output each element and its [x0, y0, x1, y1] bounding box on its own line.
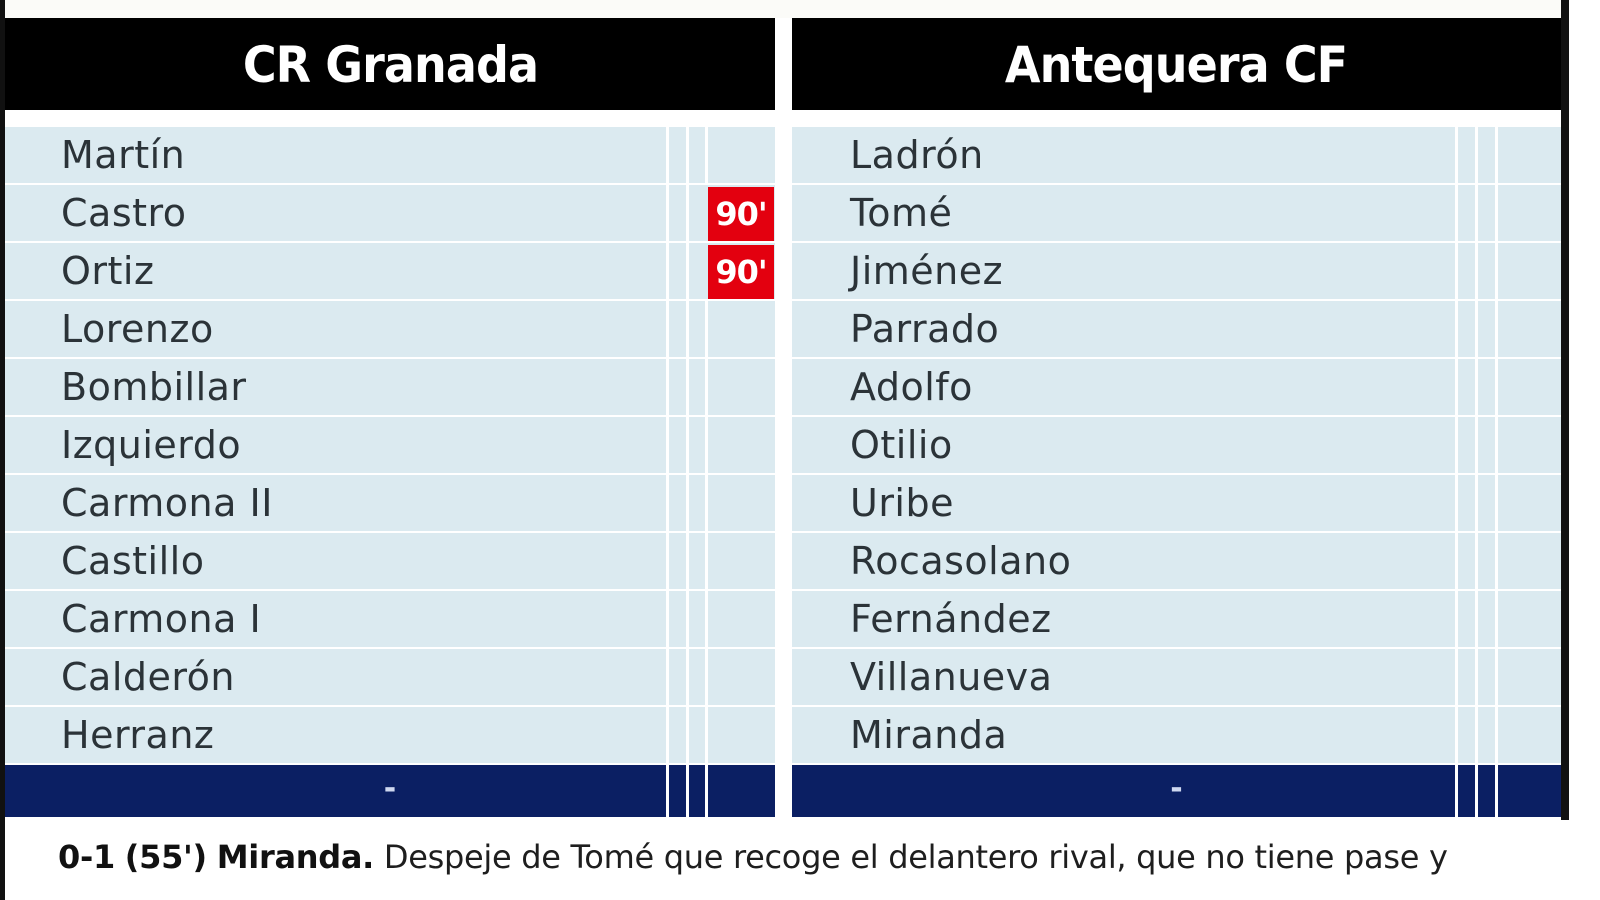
player-name: Ortiz — [61, 249, 155, 293]
player-name: Rocasolano — [850, 539, 1072, 583]
player-row: Otilio — [792, 417, 1561, 473]
goal-summary: 0-1 (55') Miranda. Despeje de Tomé que r… — [58, 838, 1558, 876]
player-name: Castillo — [61, 539, 205, 583]
home-team-lineup: CR Granada Martín Castro 90' Ortiz 90' Lor… — [5, 18, 775, 817]
player-name: Izquierdo — [61, 423, 242, 467]
player-name: Carmona II — [61, 481, 273, 525]
player-row: Carmona II — [5, 475, 775, 531]
player-row: Calderón — [5, 649, 775, 705]
player-row: Rocasolano — [792, 533, 1561, 589]
player-row: Miranda — [792, 707, 1561, 763]
player-row: Castro 90' — [5, 185, 775, 241]
player-row: Bombillar — [5, 359, 775, 415]
away-team-lineup: Antequera CF Ladrón Tomé Jiménez Parrado… — [792, 18, 1561, 817]
goal-scorer: Miranda. — [216, 838, 375, 876]
away-footer-value: - — [1170, 771, 1183, 806]
player-row: Castillo — [5, 533, 775, 589]
home-footer-value: - — [383, 771, 397, 806]
player-name: Tomé — [850, 191, 953, 235]
away-footer-bar: - — [792, 765, 1561, 817]
player-row: Izquierdo — [5, 417, 775, 473]
player-row: Tomé — [792, 185, 1561, 241]
player-name: Villanueva — [850, 655, 1053, 699]
player-row: Jiménez — [792, 243, 1561, 299]
player-row: Carmona I — [5, 591, 775, 647]
player-name: Martín — [61, 133, 186, 177]
right-border — [1561, 0, 1569, 820]
player-name: Uribe — [850, 481, 954, 525]
player-row: Uribe — [792, 475, 1561, 531]
away-team-header: Antequera CF — [792, 18, 1561, 110]
home-team-header: CR Granada — [5, 18, 775, 110]
player-name: Ladrón — [850, 133, 984, 177]
player-row: Ortiz 90' — [5, 243, 775, 299]
home-team-name: CR Granada — [242, 36, 538, 94]
player-name: Bombillar — [61, 365, 247, 409]
player-name: Parrado — [850, 307, 1000, 351]
player-name: Adolfo — [850, 365, 973, 409]
home-footer-bar: - — [5, 765, 775, 817]
player-name: Miranda — [850, 713, 1008, 757]
away-team-name: Antequera CF — [1005, 36, 1348, 94]
player-row: Parrado — [792, 301, 1561, 357]
left-border — [0, 0, 5, 900]
player-name: Lorenzo — [61, 307, 214, 351]
player-name: Fernández — [850, 597, 1052, 641]
red-card-badge: 90' — [708, 187, 774, 241]
player-name: Jiménez — [850, 249, 1004, 293]
player-name: Castro — [61, 191, 187, 235]
goal-description: Despeje de Tomé que recoge el delantero … — [383, 838, 1448, 876]
player-name: Calderón — [61, 655, 235, 699]
top-strip — [5, 0, 1561, 18]
player-name: Herranz — [61, 713, 215, 757]
player-row: Villanueva — [792, 649, 1561, 705]
player-row: Herranz — [5, 707, 775, 763]
player-row: Martín — [5, 127, 775, 183]
player-name: Carmona I — [61, 597, 262, 641]
goal-minute: (55') — [124, 838, 207, 876]
player-row: Lorenzo — [5, 301, 775, 357]
home-player-list: Martín Castro 90' Ortiz 90' Lorenzo Bombil… — [5, 127, 775, 765]
player-name: Otilio — [850, 423, 953, 467]
away-player-list: Ladrón Tomé Jiménez Parrado Adolfo Otili… — [792, 127, 1561, 765]
goal-score: 0-1 — [58, 838, 115, 876]
player-row: Ladrón — [792, 127, 1561, 183]
red-card-badge: 90' — [708, 245, 774, 299]
player-row: Adolfo — [792, 359, 1561, 415]
player-row: Fernández — [792, 591, 1561, 647]
